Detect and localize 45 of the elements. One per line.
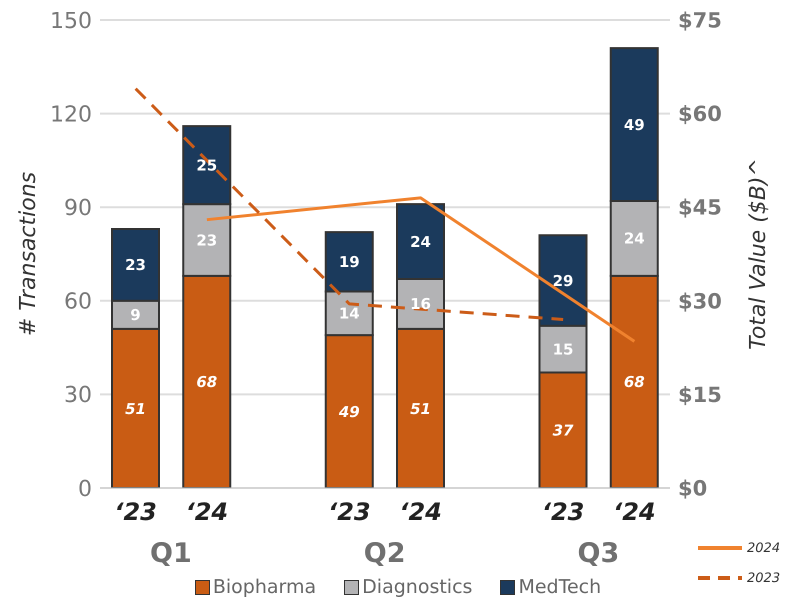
x-tick-label: ‘24: [613, 498, 656, 526]
y2-tick-label: $30: [678, 289, 722, 314]
text: Q1: [150, 538, 192, 569]
y-tick-label: 0: [78, 476, 92, 502]
data-label: 23: [125, 256, 146, 274]
legend-label: Diagnostics: [361, 576, 472, 598]
data-label: 51: [410, 400, 431, 418]
data-label: 24: [624, 230, 645, 248]
y-axis-title: # Transactions: [16, 172, 41, 336]
data-label: 24: [410, 232, 431, 251]
text: Q3: [578, 538, 620, 569]
legend-label: MedTech: [517, 576, 602, 598]
y-tick-label: 90: [64, 196, 92, 222]
y2-axis-title: Total Value ($B)^: [746, 158, 771, 350]
text: Q2: [364, 538, 406, 569]
data-label: 37: [552, 422, 574, 440]
data-label: 68: [624, 373, 645, 392]
data-label: 23: [196, 231, 218, 250]
y2-tick-label: $75: [678, 8, 722, 32]
y-tick-label: 120: [50, 102, 92, 128]
data-label: 15: [552, 340, 574, 358]
data-label: 49: [624, 116, 645, 134]
y-tick-label: 60: [64, 290, 92, 315]
data-label: 19: [338, 253, 360, 272]
data-label: 68: [196, 373, 218, 392]
y2-tick-label: $0: [678, 476, 708, 500]
y-tick-label: 30: [64, 383, 92, 408]
legend-label: 2024: [747, 540, 780, 556]
x-tick-label: ‘24: [186, 498, 228, 526]
data-label: 14: [338, 304, 360, 323]
x-tick-label: ‘23: [328, 498, 371, 526]
data-label: 49: [338, 402, 360, 421]
y2-tick-label: $45: [678, 196, 722, 220]
x-tick-label: ‘23: [542, 498, 584, 526]
y-tick-label: 150: [50, 8, 92, 34]
x-tick-label: ‘23: [114, 498, 157, 526]
y2-tick-label: $60: [678, 102, 722, 126]
y2-tick-label: $15: [678, 382, 722, 407]
data-label: 9: [130, 306, 141, 324]
legend-label: 2023: [747, 570, 780, 586]
data-label: 25: [196, 156, 218, 174]
legend-label: Biopharma: [212, 576, 316, 598]
data-label: 29: [552, 272, 574, 290]
data-label: 51: [125, 400, 146, 418]
x-tick-label: ‘24: [399, 498, 442, 526]
